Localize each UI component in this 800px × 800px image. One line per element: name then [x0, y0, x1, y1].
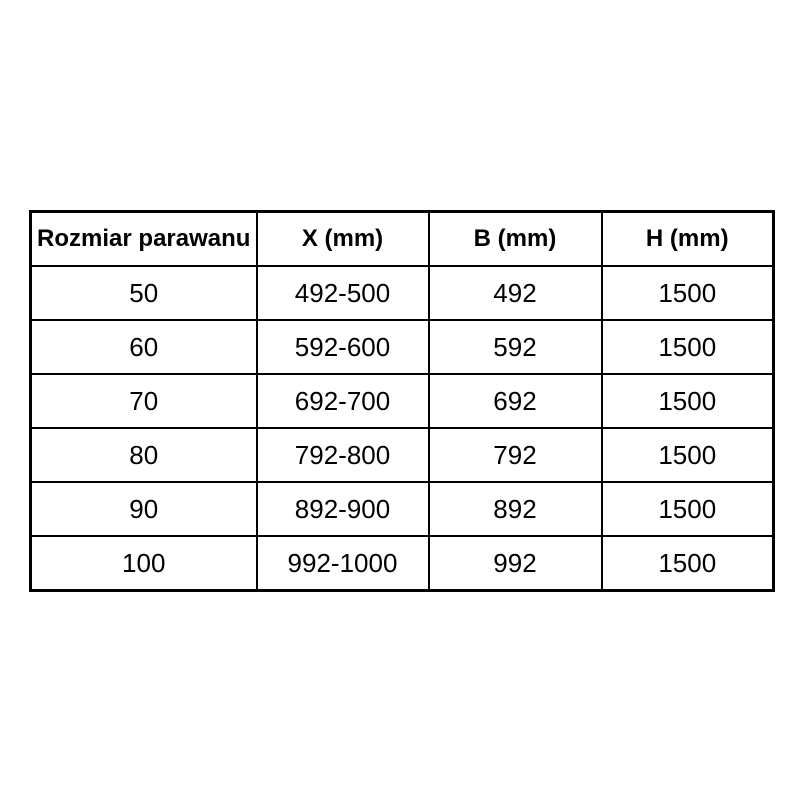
table-row: 60 592-600 592 1500	[29, 319, 775, 375]
table-cell: 592	[427, 319, 603, 375]
table-cell: 80	[29, 427, 258, 483]
table-cell: 1500	[600, 481, 775, 537]
table-cell: 692	[427, 373, 603, 429]
column-header-x: X (mm)	[255, 210, 430, 267]
table-cell: 792	[427, 427, 603, 483]
table-cell: 992	[427, 535, 603, 592]
table-cell: 60	[29, 319, 258, 375]
table-cell: 692-700	[255, 373, 430, 429]
table-cell: 1500	[600, 373, 775, 429]
table-row: 80 792-800 792 1500	[29, 427, 775, 483]
table-cell: 492-500	[255, 265, 430, 321]
table-cell: 100	[29, 535, 258, 592]
column-header-b: B (mm)	[427, 210, 603, 267]
table-cell: 1500	[600, 535, 775, 592]
table-cell: 70	[29, 373, 258, 429]
table-cell: 492	[427, 265, 603, 321]
table-cell: 992-1000	[255, 535, 430, 592]
table-cell: 1500	[600, 265, 775, 321]
table-row: 100 992-1000 992 1500	[29, 535, 775, 592]
table-cell: 1500	[600, 427, 775, 483]
table-header-row: Rozmiar parawanu X (mm) B (mm) H (mm)	[29, 210, 775, 267]
table-cell: 592-600	[255, 319, 430, 375]
table-row: 90 892-900 892 1500	[29, 481, 775, 537]
table-row: 50 492-500 492 1500	[29, 265, 775, 321]
table-cell: 50	[29, 265, 258, 321]
column-header-h: H (mm)	[600, 210, 775, 267]
table-cell: 892-900	[255, 481, 430, 537]
spec-table: Rozmiar parawanu X (mm) B (mm) H (mm) 50…	[29, 210, 775, 592]
table-cell: 892	[427, 481, 603, 537]
table-cell: 792-800	[255, 427, 430, 483]
spec-table-container: Rozmiar parawanu X (mm) B (mm) H (mm) 50…	[29, 210, 775, 592]
column-header-rozmiar: Rozmiar parawanu	[29, 210, 258, 267]
table-row: 70 692-700 692 1500	[29, 373, 775, 429]
table-cell: 90	[29, 481, 258, 537]
table-cell: 1500	[600, 319, 775, 375]
